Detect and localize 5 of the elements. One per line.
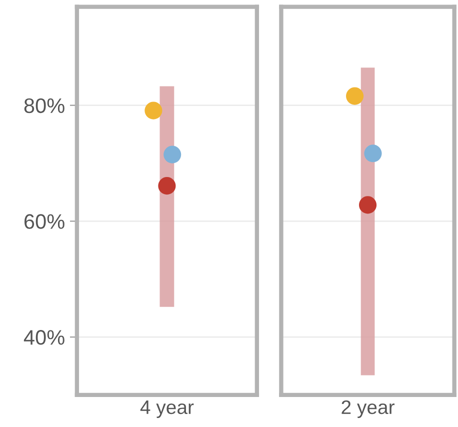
y-tick-label: 40% (24, 330, 64, 345)
y-tick-label: 60% (24, 214, 64, 229)
x-tick-label: 4 year (140, 400, 194, 418)
x-tick-label: 2 year (342, 400, 394, 418)
y-tick-label: 80% (24, 98, 64, 114)
